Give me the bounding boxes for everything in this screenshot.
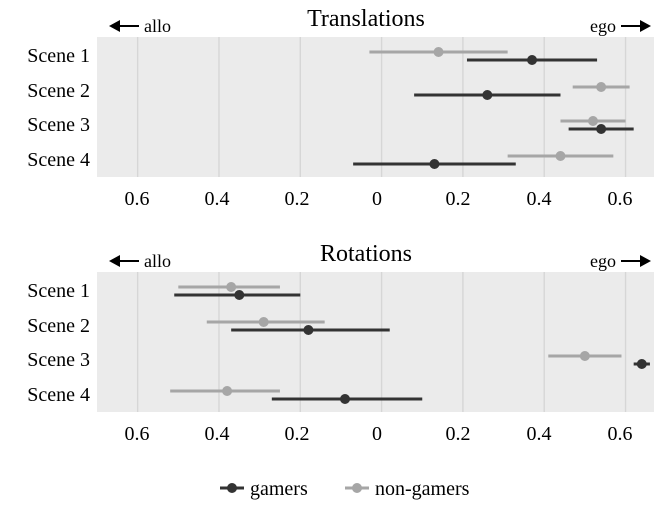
- data-point: [226, 282, 237, 292]
- series-layer: [353, 47, 634, 169]
- data-point: [636, 359, 647, 369]
- row-label: Scene 4: [27, 149, 90, 171]
- grid-lines: [136, 37, 627, 177]
- x-tick-label: 0.6: [125, 423, 150, 445]
- left-arrow-icon: [109, 20, 120, 32]
- data-point: [579, 351, 590, 361]
- row-label: Scene 3: [27, 349, 90, 371]
- legend-item-non-gamers: non-gamers: [345, 478, 470, 500]
- row-label: Scene 1: [27, 45, 90, 67]
- x-tick-label: 0.4: [527, 188, 552, 210]
- right-arrow-icon: [640, 20, 651, 32]
- row-label: Scene 2: [27, 315, 90, 337]
- allo-direction: allo: [109, 16, 171, 36]
- data-point: [303, 325, 314, 335]
- data-point: [555, 151, 566, 161]
- series-layer: [170, 282, 650, 404]
- x-tick-label: 0: [372, 423, 382, 445]
- x-tick-label: 0.6: [608, 423, 633, 445]
- allo-label: allo: [144, 16, 171, 36]
- x-tick-label: 0.2: [285, 188, 310, 210]
- left-arrow-icon: [109, 255, 120, 267]
- x-tick-label: 0.2: [446, 188, 471, 210]
- legend-label: non-gamers: [375, 478, 470, 500]
- ego-direction: ego: [590, 251, 651, 271]
- x-tick-label: 0.4: [205, 188, 230, 210]
- x-tick-labels: 0.6 0.4 0.2 0 0.2 0.4 0.6: [125, 188, 633, 210]
- allo-direction: allo: [109, 251, 171, 271]
- grid-lines: [136, 272, 627, 412]
- data-point: [482, 90, 493, 100]
- data-point: [596, 82, 607, 92]
- x-tick-label: 0: [372, 188, 382, 210]
- chart-title: Rotations: [320, 241, 412, 267]
- data-point: [429, 159, 440, 169]
- data-point: [596, 124, 607, 134]
- ego-label: ego: [590, 251, 616, 271]
- data-point: [527, 55, 538, 65]
- data-point: [340, 394, 351, 404]
- allo-label: allo: [144, 251, 171, 271]
- ego-direction: ego: [590, 16, 651, 36]
- x-tick-label: 0.2: [446, 423, 471, 445]
- row-labels: Scene 1 Scene 2 Scene 3 Scene 4: [27, 280, 90, 406]
- x-tick-label: 0.4: [527, 423, 552, 445]
- x-tick-label: 0.4: [205, 423, 230, 445]
- ego-label: ego: [590, 16, 616, 36]
- rotations-panel: Scene 1 Scene 2 Scene 3 Scene 4 0.6 0.4 …: [27, 241, 654, 445]
- legend-item-gamers: gamers: [220, 478, 308, 500]
- x-tick-label: 0.6: [125, 188, 150, 210]
- data-point: [433, 47, 444, 57]
- legend-swatch-dot: [227, 483, 237, 493]
- row-label: Scene 2: [27, 80, 90, 102]
- row-label: Scene 3: [27, 114, 90, 136]
- data-point: [588, 116, 599, 126]
- x-tick-label: 0.6: [608, 188, 633, 210]
- right-arrow-icon: [640, 255, 651, 267]
- chart-title: Translations: [307, 6, 425, 32]
- data-point: [222, 386, 233, 396]
- legend: gamers non-gamers: [220, 478, 470, 500]
- row-label: Scene 4: [27, 384, 90, 406]
- x-tick-label: 0.2: [285, 423, 310, 445]
- legend-label: gamers: [250, 478, 308, 500]
- translations-panel: Scene 1 Scene 2 Scene 3 Scene 4 0.6 0.4 …: [27, 6, 654, 210]
- data-point: [258, 317, 269, 327]
- x-tick-labels: 0.6 0.4 0.2 0 0.2 0.4 0.6: [125, 423, 633, 445]
- legend-swatch-dot: [352, 483, 362, 493]
- row-label: Scene 1: [27, 280, 90, 302]
- data-point: [234, 290, 245, 300]
- row-labels: Scene 1 Scene 2 Scene 3 Scene 4: [27, 45, 90, 171]
